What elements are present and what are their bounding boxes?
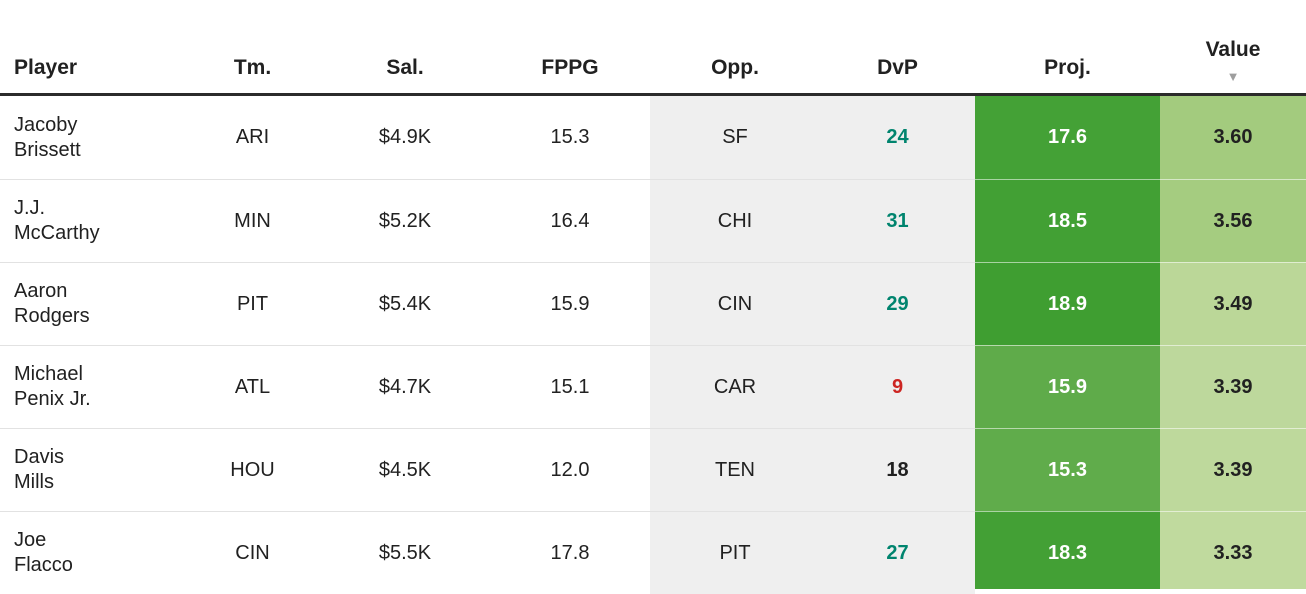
- projection-cell: 18.9: [975, 262, 1160, 345]
- table-row: Joe Flacco CIN $5.5K 17.8 PIT 27 18.3 3.…: [0, 511, 1306, 594]
- player-last-name: Brissett: [14, 138, 81, 161]
- fppg-cell: 12.0: [490, 428, 650, 511]
- player-first-name: Davis: [14, 446, 65, 468]
- projection-cell: 15.9: [975, 345, 1160, 428]
- column-header-proj[interactable]: Proj.: [1044, 56, 1091, 79]
- projection-cell: 18.5: [975, 179, 1160, 262]
- team-cell: ATL: [185, 345, 320, 428]
- dvp-cell: 18: [820, 428, 975, 511]
- player-name-cell[interactable]: Michael Penix Jr.: [0, 345, 185, 428]
- player-name-cell[interactable]: Davis Mills: [0, 428, 185, 511]
- projection-cell: 18.3: [975, 511, 1160, 594]
- player-first-name: Michael: [14, 363, 83, 385]
- sort-desc-icon[interactable]: ▼: [1226, 69, 1240, 84]
- dvp-cell: 29: [820, 262, 975, 345]
- dvp-cell: 9: [820, 345, 975, 428]
- column-header-fppg[interactable]: FPPG: [541, 56, 599, 79]
- column-header-value-label: Value: [1205, 38, 1261, 61]
- team-cell: HOU: [185, 428, 320, 511]
- value-cell: 3.60: [1160, 96, 1306, 179]
- table-row: Aaron Rodgers PIT $5.4K 15.9 CIN 29 18.9…: [0, 262, 1306, 345]
- dvp-cell: 27: [820, 511, 975, 594]
- table-row: Michael Penix Jr. ATL $4.7K 15.1 CAR 9 1…: [0, 345, 1306, 428]
- player-last-name: Flacco: [14, 554, 73, 576]
- player-first-name: Jacoby: [14, 113, 78, 136]
- opponent-cell: TEN: [650, 428, 820, 511]
- salary-cell: $5.4K: [320, 262, 490, 345]
- column-header-dvp[interactable]: DvP: [877, 56, 918, 79]
- column-header-team[interactable]: Tm.: [233, 56, 272, 79]
- value-cell: 3.56: [1160, 179, 1306, 262]
- player-name-cell[interactable]: J.J. McCarthy: [0, 179, 185, 262]
- column-header-salary[interactable]: Sal.: [386, 56, 424, 79]
- fppg-cell: 15.1: [490, 345, 650, 428]
- player-name-cell[interactable]: Joe Flacco: [0, 511, 185, 594]
- salary-cell: $5.2K: [320, 179, 490, 262]
- fppg-cell: 15.9: [490, 262, 650, 345]
- player-last-name: Rodgers: [14, 305, 90, 327]
- fppg-cell: 16.4: [490, 179, 650, 262]
- value-cell: 3.33: [1160, 511, 1306, 594]
- opponent-cell: CHI: [650, 179, 820, 262]
- value-cell: 3.39: [1160, 345, 1306, 428]
- player-name-cell[interactable]: Jacoby Brissett: [0, 96, 185, 179]
- column-header-opponent[interactable]: Opp.: [711, 56, 759, 79]
- dvp-cell: 31: [820, 179, 975, 262]
- table-row: Jacoby Brissett ARI $4.9K 15.3 SF 24 17.…: [0, 96, 1306, 179]
- dvp-cell: 24: [820, 96, 975, 179]
- salary-cell: $5.5K: [320, 511, 490, 594]
- opponent-cell: SF: [650, 96, 820, 179]
- player-first-name: Joe: [14, 529, 47, 551]
- team-cell: CIN: [185, 511, 320, 594]
- opponent-cell: PIT: [650, 511, 820, 594]
- player-first-name: Aaron: [14, 280, 68, 302]
- table-bottom-mask: [975, 589, 1306, 594]
- player-first-name: J.J.: [14, 197, 46, 219]
- team-cell: MIN: [185, 179, 320, 262]
- column-header-player[interactable]: Player: [14, 56, 78, 79]
- salary-cell: $4.5K: [320, 428, 490, 511]
- value-cell: 3.49: [1160, 262, 1306, 345]
- team-cell: ARI: [235, 126, 270, 148]
- player-last-name: Penix Jr.: [14, 388, 91, 410]
- player-name-cell[interactable]: Aaron Rodgers: [0, 262, 185, 345]
- table-row: Davis Mills HOU $4.5K 12.0 TEN 18 15.3 3…: [0, 428, 1306, 511]
- fppg-cell: 17.8: [490, 511, 650, 594]
- player-last-name: McCarthy: [14, 222, 100, 244]
- projection-cell: 17.6: [975, 96, 1160, 179]
- projection-cell: 15.3: [975, 428, 1160, 511]
- fppg-cell: 15.3: [550, 126, 590, 148]
- team-cell: PIT: [185, 262, 320, 345]
- player-last-name: Mills: [14, 471, 54, 493]
- table-row: J.J. McCarthy MIN $5.2K 16.4 CHI 31 18.5…: [0, 179, 1306, 262]
- salary-cell: $4.9K: [378, 126, 432, 148]
- column-header-value[interactable]: Value ▼: [1160, 0, 1306, 93]
- opponent-cell: CAR: [650, 345, 820, 428]
- value-cell: 3.39: [1160, 428, 1306, 511]
- salary-cell: $4.7K: [320, 345, 490, 428]
- opponent-cell: CIN: [650, 262, 820, 345]
- table-header: Player Tm. Sal. FPPG Opp. DvP Proj. Valu…: [0, 0, 1306, 96]
